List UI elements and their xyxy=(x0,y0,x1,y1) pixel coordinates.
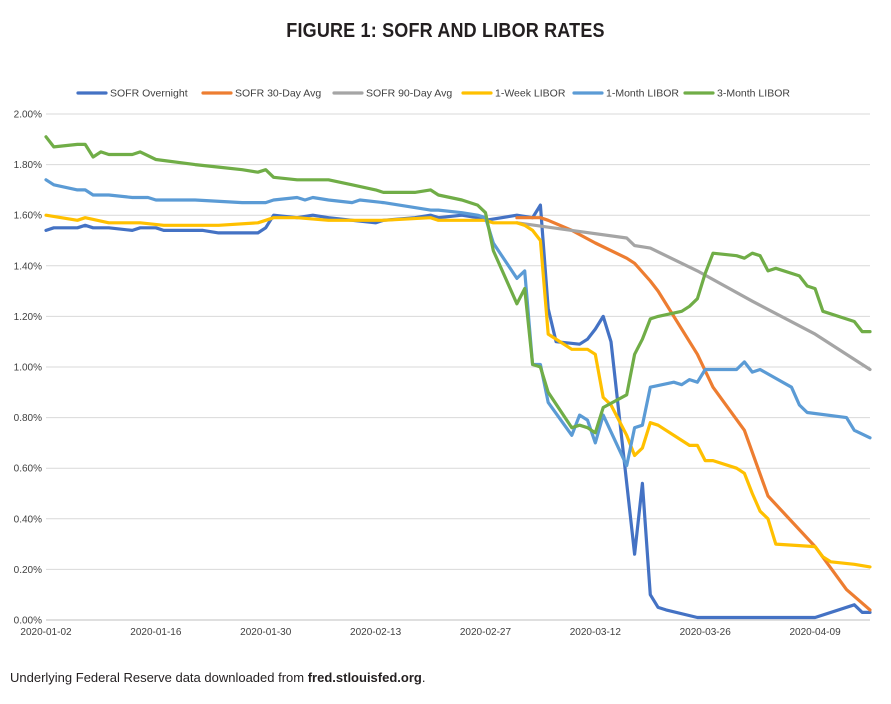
x-tick-label: 2020-03-26 xyxy=(680,627,732,638)
source-note: Underlying Federal Reserve data download… xyxy=(10,670,425,685)
x-tick-label: 2020-03-12 xyxy=(570,627,622,638)
y-axis-tick-labels: 0.00% 0.20% 0.40% 0.60% 0.80% 1.00% 1.20% 1.40%… xyxy=(14,110,42,627)
legend-label: SOFR Overnight xyxy=(110,88,188,100)
y-tick-label: 1.00% xyxy=(14,363,42,374)
x-tick-label: 2020-01-02 xyxy=(20,627,72,638)
source-link[interactable]: fred.stlouisfed.org xyxy=(307,670,422,685)
x-tick-label: 2020-02-13 xyxy=(350,627,402,638)
legend: SOFR Overnight SOFR 30-Day Avg SOFR 90-Day… xyxy=(76,88,790,100)
y-tick-label: 0.20% xyxy=(14,565,42,576)
series-line-1-month-libor xyxy=(44,178,872,468)
series-line-1-week-libor xyxy=(44,213,872,569)
chart-title: FIGURE 1: SOFR AND LIBOR RATES xyxy=(286,20,605,42)
x-tick-label: 2020-01-16 xyxy=(130,627,182,638)
legend-label: 3-Month LIBOR xyxy=(717,88,790,100)
x-axis-tick-labels: 2020-01-02 2020-01-16 2020-01-30 2020-02-13… xyxy=(20,627,841,638)
legend-label: SOFR 90-Day Avg xyxy=(366,88,452,100)
legend-label: 1-Week LIBOR xyxy=(495,88,566,100)
legend-label: SOFR 30-Day Avg xyxy=(235,88,321,100)
x-tick-label: 2020-04-09 xyxy=(789,627,841,638)
series-line-3-month-libor xyxy=(44,135,872,435)
legend-label: 1-Month LIBOR xyxy=(606,88,679,100)
y-tick-label: 1.80% xyxy=(14,160,42,171)
y-tick-label: 0.40% xyxy=(14,514,42,525)
y-tick-label: 1.20% xyxy=(14,312,42,323)
y-tick-label: 1.40% xyxy=(14,261,42,272)
series-line-sofr-90-day-avg xyxy=(515,221,872,372)
y-tick-label: 0.00% xyxy=(14,616,42,627)
y-tick-label: 0.60% xyxy=(14,464,42,475)
y-tick-label: 1.60% xyxy=(14,211,42,222)
source-note-text: Underlying Federal Reserve data download… xyxy=(10,670,308,685)
series-lines xyxy=(44,135,872,620)
series-line-sofr-overnight xyxy=(44,203,872,620)
y-tick-label: 2.00% xyxy=(14,110,42,121)
y-tick-label: 0.80% xyxy=(14,413,42,424)
x-tick-label: 2020-01-30 xyxy=(240,627,292,638)
series-line-sofr-30-day-avg xyxy=(515,216,872,612)
source-note-period: . xyxy=(421,670,426,685)
x-tick-label: 2020-02-27 xyxy=(460,627,512,638)
